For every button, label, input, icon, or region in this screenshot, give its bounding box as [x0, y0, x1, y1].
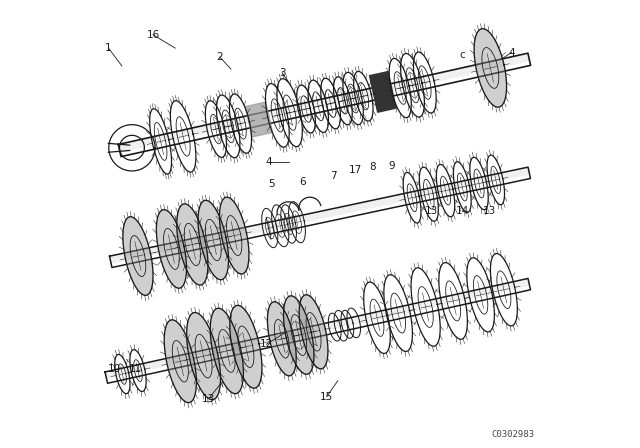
- Text: 3: 3: [279, 68, 285, 78]
- Text: 6: 6: [299, 177, 305, 187]
- Text: 4: 4: [508, 47, 515, 58]
- Text: 4: 4: [266, 157, 272, 167]
- Text: 15: 15: [320, 392, 333, 402]
- Polygon shape: [230, 306, 262, 388]
- Polygon shape: [109, 167, 529, 263]
- Polygon shape: [177, 204, 208, 285]
- Polygon shape: [245, 102, 273, 137]
- Text: 16: 16: [147, 30, 159, 40]
- Text: C0302983: C0302983: [492, 430, 534, 439]
- Text: 10: 10: [108, 364, 121, 374]
- Polygon shape: [268, 302, 296, 376]
- Text: 17: 17: [349, 165, 362, 175]
- Text: 11: 11: [129, 364, 142, 374]
- Polygon shape: [123, 217, 153, 295]
- Polygon shape: [474, 29, 507, 107]
- Text: 13: 13: [483, 206, 496, 215]
- Polygon shape: [211, 308, 243, 394]
- Polygon shape: [220, 197, 249, 274]
- Text: 13: 13: [202, 393, 215, 404]
- Polygon shape: [187, 313, 220, 400]
- Polygon shape: [156, 210, 186, 288]
- Text: 9: 9: [388, 161, 394, 171]
- Polygon shape: [118, 53, 529, 152]
- Text: 13: 13: [425, 206, 438, 215]
- Text: 12: 12: [260, 339, 273, 349]
- Polygon shape: [299, 295, 328, 369]
- Text: 7: 7: [330, 171, 337, 181]
- Text: 8: 8: [369, 162, 376, 172]
- Text: 14: 14: [456, 206, 469, 215]
- Polygon shape: [198, 200, 228, 280]
- Polygon shape: [369, 72, 396, 112]
- Text: 1: 1: [105, 43, 112, 53]
- Polygon shape: [164, 320, 196, 403]
- Polygon shape: [284, 296, 314, 374]
- Text: 5: 5: [268, 179, 275, 189]
- Text: 2: 2: [216, 52, 223, 62]
- Text: c: c: [460, 50, 465, 60]
- Polygon shape: [105, 279, 529, 379]
